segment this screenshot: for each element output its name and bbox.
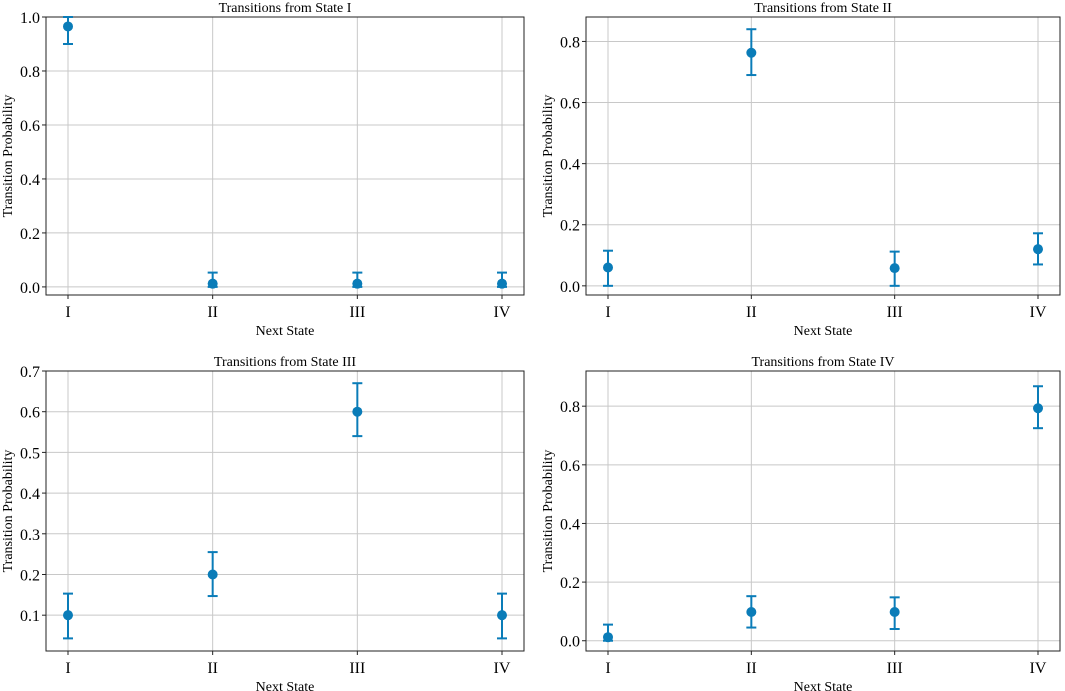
data-point-I <box>63 21 73 32</box>
y-axis-label: Transition Probability <box>541 95 556 218</box>
chart-title: Transitions from State II <box>754 1 892 16</box>
data-point-IV <box>1033 244 1043 255</box>
y-tick-label: 0.4 <box>20 486 40 503</box>
plot-frame <box>45 370 525 652</box>
y-tick-label: 0.4 <box>560 157 580 174</box>
y-tick-label: 0.1 <box>20 608 40 625</box>
x-tick-label: II <box>207 304 218 321</box>
data-point-III <box>352 406 363 417</box>
plot-frame <box>585 16 1061 296</box>
y-tick-label: 0.3 <box>20 527 40 544</box>
x-tick-label: III <box>349 304 365 321</box>
x-tick-label: I <box>65 660 70 677</box>
y-axis-label: Transition Probability <box>1 450 16 573</box>
x-tick-label: IV <box>1030 660 1047 677</box>
y-tick-label: 0.0 <box>20 280 40 297</box>
x-tick-label: III <box>887 304 903 321</box>
data-point-I <box>63 610 73 621</box>
y-tick-label: 0.6 <box>20 405 40 422</box>
plot-frame <box>585 370 1061 652</box>
y-tick-label: 0.8 <box>560 399 580 416</box>
x-tick-label: I <box>65 304 70 321</box>
chart-title: Transitions from State I <box>219 1 352 16</box>
data-point-IV <box>1033 403 1043 414</box>
x-tick-label: III <box>349 660 365 677</box>
y-tick-label: 0.2 <box>20 226 40 243</box>
x-axis-label: Next State <box>794 680 853 691</box>
y-axis-label: Transition Probability <box>1 95 16 218</box>
data-point-I <box>603 262 613 273</box>
x-tick-label: II <box>207 660 218 677</box>
chart-title: Transitions from State IV <box>752 355 895 370</box>
y-tick-label: 0.6 <box>560 96 580 113</box>
y-tick-label: 0.0 <box>560 634 580 651</box>
data-point-III <box>889 607 900 618</box>
y-tick-label: 0.5 <box>20 445 40 462</box>
chart-title: Transitions from State III <box>214 355 357 370</box>
data-point-II <box>207 278 218 289</box>
data-point-II <box>746 607 757 618</box>
data-point-IV <box>497 610 507 621</box>
data-point-I <box>603 632 613 643</box>
x-tick-label: II <box>746 660 757 677</box>
x-tick-label: III <box>887 660 903 677</box>
plot-frame <box>45 16 525 296</box>
x-axis-label: Next State <box>256 324 315 339</box>
data-point-IV <box>497 278 507 289</box>
y-tick-label: 1.0 <box>20 10 40 27</box>
data-point-II <box>746 47 757 58</box>
data-point-II <box>207 569 218 580</box>
y-tick-label: 0.0 <box>560 279 580 296</box>
y-tick-label: 0.4 <box>20 172 40 189</box>
x-tick-label: II <box>746 304 757 321</box>
data-point-III <box>889 263 900 274</box>
y-tick-label: 0.2 <box>20 567 40 584</box>
y-tick-label: 0.6 <box>560 458 580 475</box>
x-tick-label: I <box>605 660 610 677</box>
x-tick-label: IV <box>494 304 511 321</box>
data-point-III <box>352 278 363 289</box>
chart-panel-3: 0.10.20.30.40.50.60.7I II III IVTransitions… <box>1 355 525 691</box>
x-tick-label: IV <box>494 660 511 677</box>
y-axis-label: Transition Probability <box>541 450 556 573</box>
y-tick-label: 0.8 <box>20 64 40 81</box>
y-tick-label: 0.7 <box>20 364 40 381</box>
y-tick-label: 0.2 <box>560 218 580 235</box>
y-tick-label: 0.4 <box>560 516 580 533</box>
x-axis-label: Next State <box>794 324 853 339</box>
y-tick-label: 0.2 <box>560 575 580 592</box>
x-axis-label: Next State <box>256 680 315 691</box>
y-tick-label: 0.8 <box>560 34 580 51</box>
y-tick-label: 0.6 <box>20 118 40 135</box>
x-tick-label: IV <box>1030 304 1047 321</box>
x-tick-label: I <box>605 304 610 321</box>
